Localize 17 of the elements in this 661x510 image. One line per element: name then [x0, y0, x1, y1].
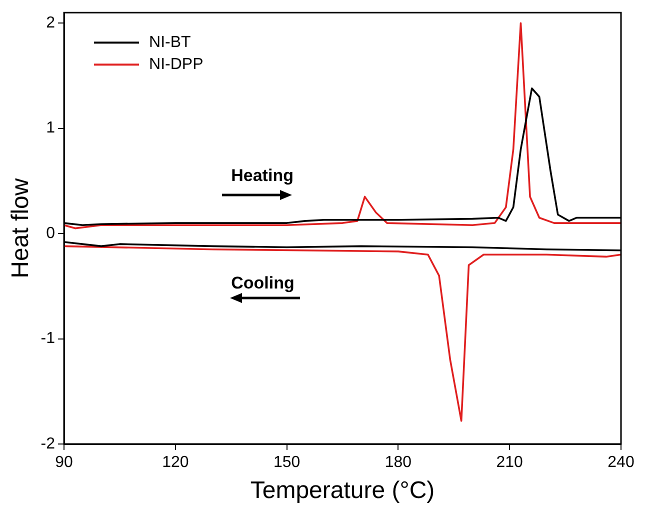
x-tick-label: 150 [273, 454, 300, 472]
y-tick-label: 0 [46, 224, 56, 242]
legend-label: NI-BT [149, 34, 192, 52]
y-tick-label: 2 [46, 14, 56, 32]
y-tick-label: -1 [40, 330, 56, 348]
x-tick-label: 90 [55, 454, 74, 472]
y-tick-label: -2 [40, 435, 56, 452]
y-axis-title: Heat flow [7, 178, 34, 278]
x-tick-label: 120 [162, 454, 189, 472]
x-tick-label: 240 [608, 454, 634, 472]
x-tick-label: 210 [496, 454, 524, 472]
x-axis-title: Temperature (°C) [250, 477, 435, 504]
legend-label: NI-DPP [149, 56, 204, 74]
x-tick-label: 180 [384, 454, 412, 472]
y-tick-label: 1 [46, 120, 56, 137]
annotation: Cooling [231, 274, 294, 293]
annotation: Heating [231, 166, 294, 185]
